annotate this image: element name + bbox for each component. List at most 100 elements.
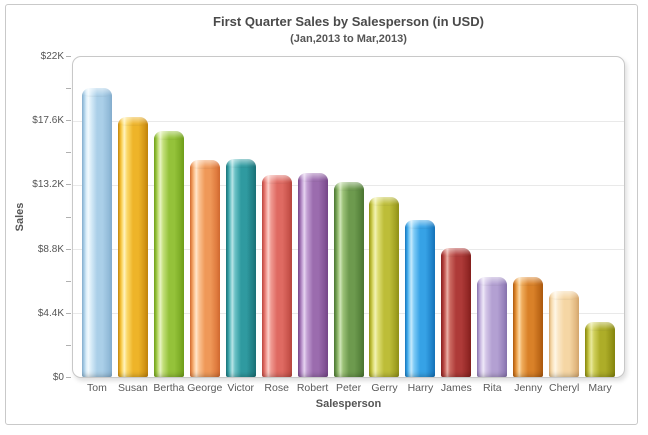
bar-rita[interactable] <box>477 276 508 377</box>
x-label-slot: George <box>187 382 223 396</box>
y-axis-ticks <box>0 56 72 378</box>
x-tick-label-harry: Harry <box>407 382 434 394</box>
x-label-slot: Rita <box>474 382 510 396</box>
x-label-slot: Mary <box>582 382 618 396</box>
chart-title: First Quarter Sales by Salesperson (in U… <box>213 14 484 29</box>
y-axis-title: Sales <box>14 202 26 232</box>
x-label-slot: Harry <box>402 382 438 396</box>
x-tick-label-peter: Peter <box>335 382 362 394</box>
bar-george[interactable] <box>189 160 220 377</box>
bar-cap-highlight <box>189 160 220 170</box>
x-tick-label-robert: Robert <box>296 382 329 394</box>
bar-cap-highlight <box>117 116 148 126</box>
bar-cap-highlight <box>441 247 472 257</box>
y-tick-label: $4.4K <box>37 307 64 319</box>
bar-cap-highlight <box>549 291 580 301</box>
bar-cap-highlight <box>297 173 328 183</box>
y-axis-tick <box>66 184 71 186</box>
x-axis-labels: Tom Susan Bertha George Victor Rose Robert Pete… <box>72 382 625 396</box>
x-tick-label-cheryl: Cheryl <box>548 382 580 394</box>
bar-tom[interactable] <box>81 87 112 377</box>
bar-gerry[interactable] <box>369 196 400 377</box>
x-tick-label-gerry: Gerry <box>371 382 398 394</box>
gridline <box>73 121 624 122</box>
x-label-slot: Gerry <box>367 382 403 396</box>
bar-cap-highlight <box>585 321 616 331</box>
bar-cap-highlight <box>477 276 508 286</box>
bar-slot <box>295 56 331 377</box>
bar-slot <box>474 56 510 377</box>
x-label-slot: Rose <box>259 382 295 396</box>
x-label-slot: Victor <box>223 382 259 396</box>
x-tick-label-jenny: Jenny <box>514 382 543 394</box>
y-axis-tick <box>66 152 71 154</box>
x-tick-label-victor: Victor <box>227 382 255 394</box>
bar-cap-highlight <box>405 219 436 229</box>
bar-victor[interactable] <box>225 158 256 377</box>
x-label-slot: Tom <box>79 382 115 396</box>
x-tick-label-rose: Rose <box>264 382 289 394</box>
bar-bertha[interactable] <box>153 131 184 377</box>
x-tick-label-james: James <box>440 382 472 394</box>
y-axis-tick <box>66 280 71 282</box>
bar-slot <box>402 56 438 377</box>
y-axis-tick <box>66 120 71 122</box>
y-tick-label: $0 <box>52 372 64 383</box>
x-axis-title: Salesperson <box>315 398 382 410</box>
bar-slot <box>187 56 223 377</box>
y-axis-tick <box>66 216 71 218</box>
bar-slot <box>546 56 582 377</box>
y-axis-tick <box>66 248 71 250</box>
x-tick-label-bertha: Bertha <box>153 382 185 394</box>
y-tick-label: $13.2K <box>32 179 64 191</box>
bar-cap-highlight <box>81 87 112 97</box>
bar-slot <box>510 56 546 377</box>
bar-cheryl[interactable] <box>549 291 580 377</box>
x-tick-label-tom: Tom <box>87 382 107 394</box>
bar-slot <box>582 56 618 377</box>
bar-slot <box>79 56 115 377</box>
x-label-slot: Bertha <box>151 382 187 396</box>
bar-harry[interactable] <box>405 219 436 377</box>
bar-slot <box>223 56 259 377</box>
y-axis-tick <box>66 377 71 378</box>
y-axis-tick <box>66 88 71 90</box>
x-label-slot: Jenny <box>510 382 546 396</box>
bar-robert[interactable] <box>297 173 328 377</box>
bar-slot <box>259 56 295 377</box>
y-axis-labels: $0 $4.4K $8.8K $13.2K $17.6K $22K <box>0 51 64 383</box>
bar-cap-highlight <box>333 182 364 192</box>
y-tick-label: $8.8K <box>37 243 64 255</box>
y-axis-tick <box>66 312 71 314</box>
x-tick-label-susan: Susan <box>118 382 148 394</box>
y-axis-tick <box>66 56 71 57</box>
chart-subtitle: (Jan,2013 to Mar,2013) <box>290 33 407 45</box>
bar-slot <box>331 56 367 377</box>
y-tick-label: $17.6K <box>32 115 64 127</box>
x-label-slot: James <box>438 382 474 396</box>
bar-mary[interactable] <box>585 321 616 377</box>
bar-james[interactable] <box>441 247 472 377</box>
x-tick-label-rita: Rita <box>482 382 502 394</box>
y-axis-tick <box>66 344 71 346</box>
bar-slot <box>367 56 403 377</box>
x-label-slot: Robert <box>295 382 331 396</box>
bar-cap-highlight <box>261 174 292 184</box>
bar-susan[interactable] <box>117 116 148 377</box>
x-tick-label-mary: Mary <box>588 382 612 394</box>
bars-layer <box>72 56 625 378</box>
bar-rose[interactable] <box>261 174 292 377</box>
x-label-slot: Peter <box>331 382 367 396</box>
bar-slot <box>151 56 187 377</box>
bar-cap-highlight <box>153 131 184 141</box>
x-tick-label-george: George <box>187 382 223 394</box>
y-tick-label: $22K <box>40 51 64 62</box>
bar-slot <box>115 56 151 377</box>
bar-jenny[interactable] <box>513 276 544 377</box>
x-label-slot: Cheryl <box>546 382 582 396</box>
bar-cap-highlight <box>369 196 400 206</box>
bar-cap-highlight <box>513 276 544 286</box>
bar-peter[interactable] <box>333 182 364 377</box>
bar-slot <box>438 56 474 377</box>
